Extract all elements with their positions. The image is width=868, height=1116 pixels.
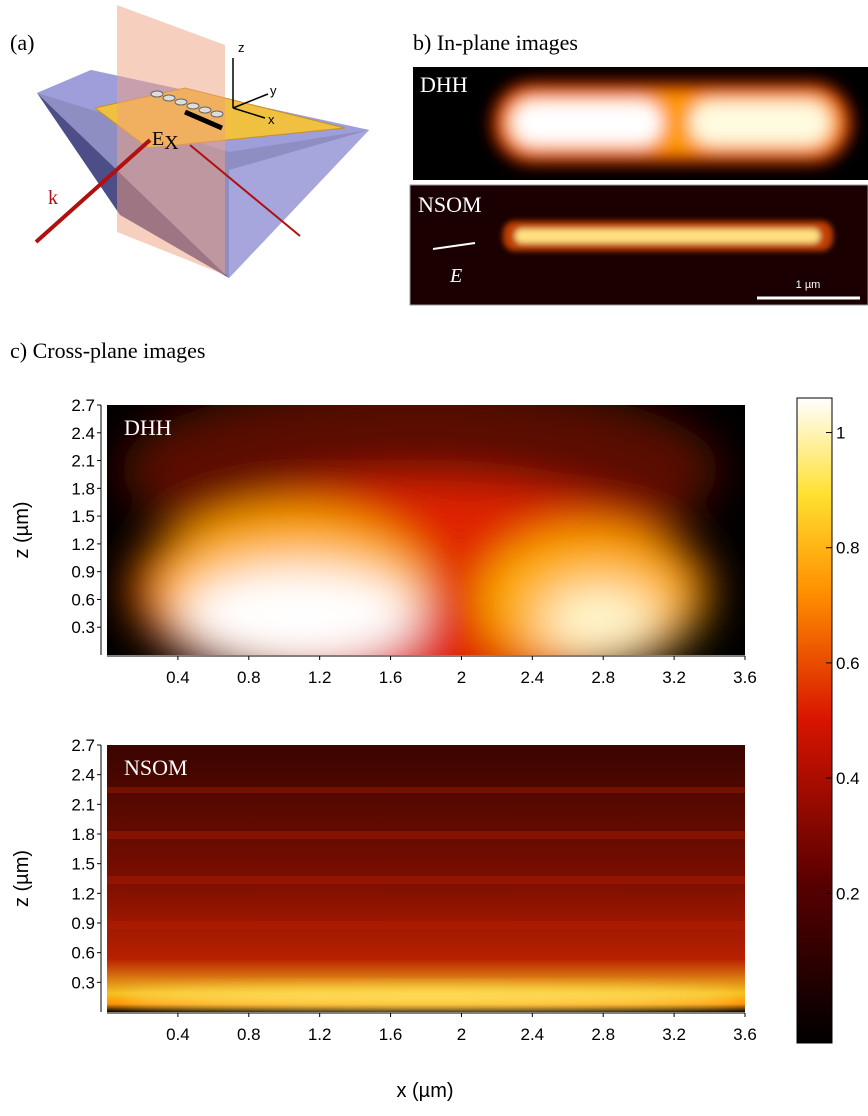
x-tick-label: 2.8 (591, 668, 615, 687)
x-tick-label: 3.2 (662, 1025, 686, 1044)
x-tick-label: 2 (457, 668, 466, 687)
plot-label: NSOM (124, 755, 188, 780)
y-tick-label: 2.7 (71, 736, 95, 755)
y-tick-label: 0.3 (71, 973, 95, 992)
axis-label: z (238, 40, 245, 55)
y-axis-label: z (µm) (11, 850, 33, 907)
y-tick-label: 2.1 (71, 795, 95, 814)
image-label: NSOM (418, 192, 482, 217)
x-tick-label: 1.6 (379, 668, 403, 687)
panel-label: (a) (10, 30, 34, 55)
colorbar-tick-label: 1 (836, 424, 845, 443)
y-tick-label: 2.4 (71, 766, 95, 785)
y-axis-label: z (µm) (11, 501, 33, 558)
field-label: EX (152, 128, 179, 154)
colorbar-tick-label: 0.2 (836, 884, 860, 903)
y-tick-label: 2.1 (71, 452, 95, 471)
x-tick-label: 3.6 (733, 1025, 757, 1044)
panel-title: c) Cross-plane images (10, 338, 206, 363)
y-tick-label: 1.8 (71, 479, 95, 498)
scale-bar-label: 1 µm (796, 279, 821, 291)
y-tick-label: 1.5 (71, 507, 95, 526)
x-tick-label: 2.8 (591, 1025, 615, 1044)
x-axis-label: x (µm) (396, 1080, 453, 1102)
field-sub: X (164, 132, 179, 154)
panel-title: b) In-plane images (413, 30, 578, 55)
field: E (152, 128, 164, 150)
wave-label: k (48, 187, 58, 209)
y-tick-label: 0.3 (71, 618, 95, 637)
axis-label: y (270, 83, 277, 98)
axis-label: x (268, 112, 275, 127)
y-tick-label: 2.7 (71, 396, 95, 415)
y-tick-label: 0.9 (71, 563, 95, 582)
x-tick-label: 0.4 (166, 668, 190, 687)
x-tick-label: 0.4 (166, 1025, 190, 1044)
x-tick-label: 1.6 (379, 1025, 403, 1044)
x-tick-label: 3.2 (662, 668, 686, 687)
colorbar-tick-label: 0.8 (836, 539, 860, 558)
colorbar-tick-label: 0.6 (836, 654, 860, 673)
x-tick-label: 1.2 (308, 668, 332, 687)
x-tick-label: 0.8 (237, 668, 261, 687)
y-tick-label: 0.6 (71, 944, 95, 963)
y-tick-label: 1.2 (71, 535, 95, 554)
y-tick-label: 0.6 (71, 590, 95, 609)
panel-a: (a) z y x EX k (10, 5, 369, 278)
y-tick-label: 1.8 (71, 825, 95, 844)
x-tick-label: 0.8 (237, 1025, 261, 1044)
x-tick-label: 2.4 (521, 668, 545, 687)
x-tick-label: 2.4 (521, 1025, 545, 1044)
heatmap (107, 405, 745, 655)
x-tick-label: 1.2 (308, 1025, 332, 1044)
plot-label: DHH (124, 415, 172, 440)
heatmap (107, 745, 745, 1012)
y-tick-label: 1.5 (71, 855, 95, 874)
colorbar (796, 397, 833, 1044)
y-tick-label: 1.2 (71, 884, 95, 903)
x-tick-label: 2 (457, 1025, 466, 1044)
field-symbol: E (449, 265, 462, 287)
y-tick-label: 0.9 (71, 914, 95, 933)
panel-b: b) In-plane images DHH NSOM E 1 µm (409, 30, 868, 306)
x-tick-label: 3.6 (733, 668, 757, 687)
image-label: DHH (420, 72, 468, 97)
colorbar-tick-label: 0.4 (836, 769, 860, 788)
y-tick-label: 2.4 (71, 424, 95, 443)
